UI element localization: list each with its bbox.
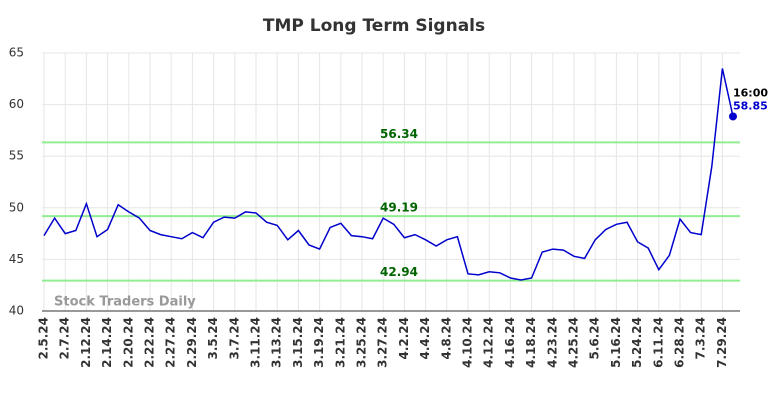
x-tick-label: 4.2.24 bbox=[397, 317, 411, 360]
last-point bbox=[729, 112, 737, 121]
price-line bbox=[43, 68, 734, 281]
x-tick-label: 5.6.24 bbox=[588, 317, 602, 360]
x-tick-label: 5.16.24 bbox=[609, 317, 623, 368]
x-tick-label: 4.23.24 bbox=[545, 317, 559, 368]
y-tick-label: 50 bbox=[9, 200, 24, 214]
signal-label: 56.34 bbox=[380, 127, 418, 141]
x-tick-label: 6.11.24 bbox=[651, 317, 665, 368]
x-tick-label: 3.19.24 bbox=[312, 317, 326, 368]
y-tick-label: 40 bbox=[9, 304, 24, 318]
x-tick-label: 5.24.24 bbox=[630, 317, 644, 368]
watermark: Stock Traders Daily bbox=[54, 295, 196, 310]
y-tick-label: 45 bbox=[9, 252, 24, 266]
x-tick-label: 2.7.24 bbox=[58, 317, 72, 360]
x-tick-label: 2.5.24 bbox=[37, 317, 51, 360]
last-time: 16:00 bbox=[733, 86, 768, 99]
x-tick-label: 3.25.24 bbox=[355, 317, 369, 368]
x-tick-label: 2.22.24 bbox=[143, 317, 157, 368]
x-tick-label: 3.5.24 bbox=[206, 317, 220, 360]
x-tick-label: 4.4.24 bbox=[418, 317, 432, 360]
x-tick-label: 4.18.24 bbox=[524, 317, 538, 368]
x-tick-label: 2.20.24 bbox=[121, 317, 135, 368]
x-tick-label: 3.21.24 bbox=[333, 317, 347, 368]
x-tick-label: 4.10.24 bbox=[461, 317, 475, 368]
last-value: 58.85 bbox=[733, 99, 768, 112]
x-tick-label: 2.27.24 bbox=[164, 317, 178, 368]
y-tick-label: 65 bbox=[9, 46, 24, 60]
x-tick-label: 4.16.24 bbox=[503, 317, 517, 368]
x-tick-label: 3.15.24 bbox=[291, 317, 305, 368]
x-tick-label: 2.14.24 bbox=[100, 317, 114, 368]
x-tick-label: 3.11.24 bbox=[249, 317, 263, 368]
x-tick-label: 4.12.24 bbox=[482, 317, 496, 368]
x-tick-label: 3.13.24 bbox=[270, 317, 284, 368]
x-tick-label: 7.29.24 bbox=[715, 317, 729, 368]
x-tick-label: 3.27.24 bbox=[376, 317, 390, 368]
y-tick-label: 60 bbox=[9, 97, 24, 111]
y-tick-label: 55 bbox=[9, 149, 24, 163]
x-tick-label: 4.25.24 bbox=[567, 317, 581, 368]
x-tick-label: 6.28.24 bbox=[673, 317, 687, 368]
chart-title: TMP Long Term Signals bbox=[263, 16, 485, 36]
signal-label: 49.19 bbox=[380, 201, 418, 215]
x-tick-label: 3.7.24 bbox=[227, 317, 241, 360]
x-tick-label: 2.12.24 bbox=[79, 317, 93, 368]
x-tick-label: 7.3.24 bbox=[694, 317, 708, 360]
x-tick-label: 4.8.24 bbox=[439, 317, 453, 360]
signal-label: 42.94 bbox=[380, 265, 418, 279]
x-tick-label: 2.29.24 bbox=[185, 317, 199, 368]
